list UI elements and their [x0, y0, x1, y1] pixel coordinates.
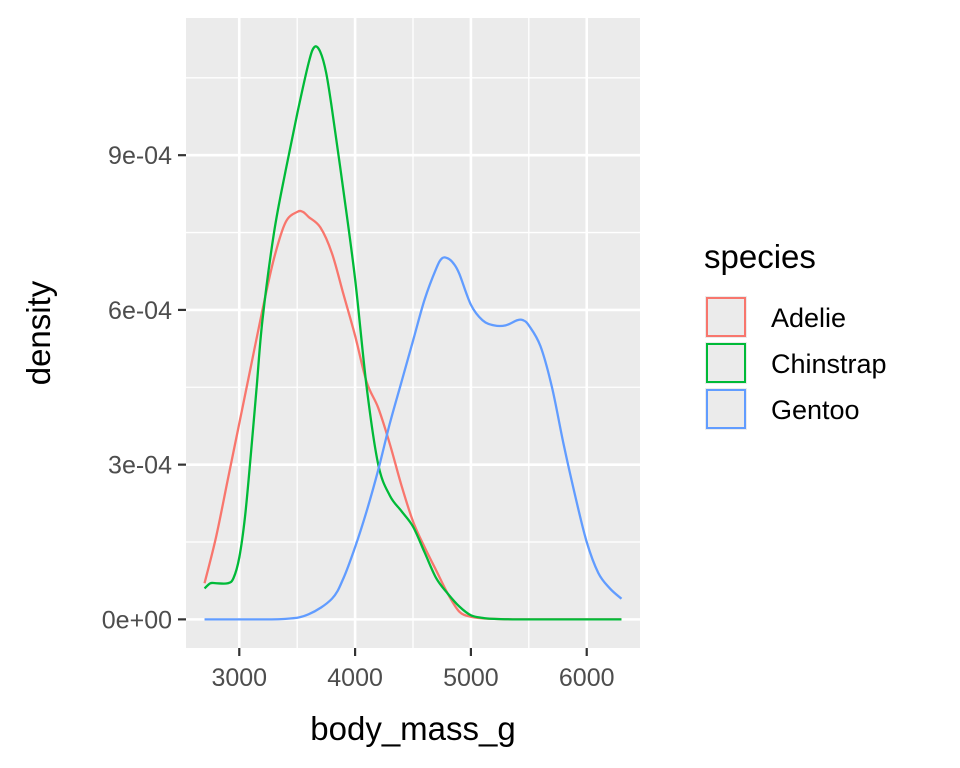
x-tick-label: 6000 — [559, 664, 615, 692]
density-line-chinstrap — [203, 45, 622, 621]
legend-item-adelie: Adelie — [705, 296, 846, 338]
legend-key-bg — [705, 388, 747, 430]
legend-key-bg — [705, 296, 747, 338]
legend-key-bg — [705, 342, 747, 384]
legend: species Adelie Chinstrap Gentoo — [704, 238, 887, 430]
legend-title: species — [704, 238, 816, 275]
legend-key-swatch — [706, 389, 746, 429]
legend-item-chinstrap: Chinstrap — [705, 342, 887, 384]
y-axis: 0e+00 3e-04 6e-04 9e-04 — [102, 142, 186, 634]
density-line-gentoo — [204, 256, 623, 621]
x-tick-label: 3000 — [211, 664, 267, 692]
minor-gridlines — [186, 18, 640, 648]
x-tick-label: 5000 — [443, 664, 499, 692]
y-tick-label: 6e-04 — [108, 297, 172, 325]
x-tick-label: 4000 — [327, 664, 383, 692]
legend-label: Adelie — [771, 303, 846, 333]
y-tick-label: 9e-04 — [108, 142, 172, 170]
legend-items: Adelie Chinstrap Gentoo — [705, 296, 887, 430]
legend-key-swatch — [706, 343, 746, 383]
x-axis-title: body_mass_g — [310, 710, 515, 747]
density-lines — [203, 45, 623, 621]
y-tick-label: 3e-04 — [108, 452, 172, 480]
legend-item-gentoo: Gentoo — [705, 388, 860, 430]
x-axis: 3000 4000 5000 6000 — [211, 648, 615, 692]
legend-label: Chinstrap — [771, 349, 887, 379]
y-tick-label: 0e+00 — [102, 606, 172, 634]
y-axis-title: density — [20, 280, 57, 385]
legend-key-swatch — [706, 297, 746, 337]
legend-label: Gentoo — [771, 395, 860, 425]
